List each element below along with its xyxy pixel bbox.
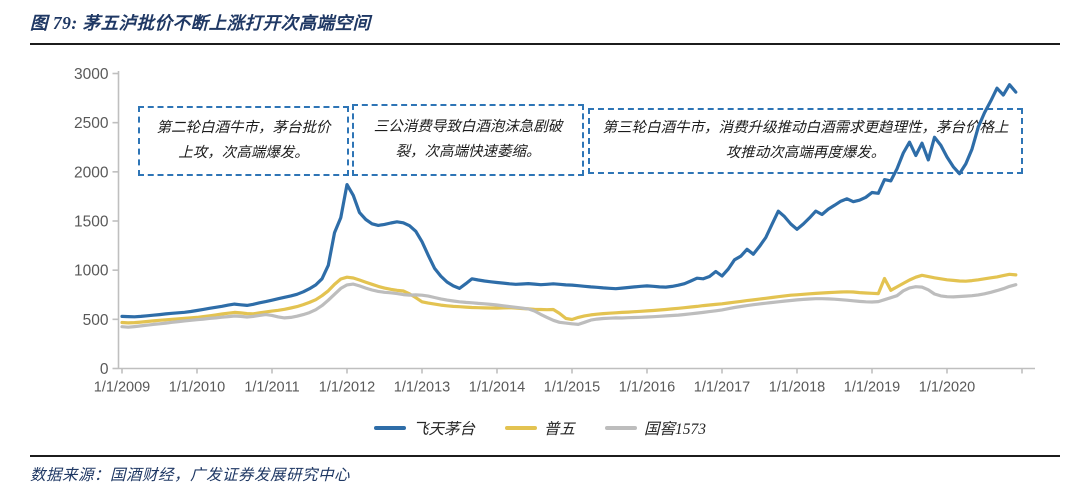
annotation-box-bull-market-2: 第二轮白酒牛市，茅台批价上攻，次高端爆发。	[138, 106, 349, 176]
svg-text:0: 0	[100, 361, 109, 378]
source-divider-rule	[30, 455, 1060, 457]
figure-title: 图 79: 茅五泸批价不断上涨打开次高端空间	[30, 13, 371, 33]
svg-text:1/1/2011: 1/1/2011	[244, 380, 299, 396]
svg-text:1/1/2018: 1/1/2018	[769, 380, 825, 396]
title-divider-rule	[30, 43, 1060, 45]
legend-item-guojiao-1573: 国窖1573	[605, 417, 706, 439]
wuliangye-line-swatch-icon	[504, 425, 537, 431]
svg-text:1/1/2012: 1/1/2012	[319, 380, 375, 396]
legend-label: 飞天茅台	[412, 421, 475, 438]
svg-text:3000: 3000	[74, 66, 109, 83]
svg-text:1/1/2009: 1/1/2009	[94, 380, 150, 396]
legend-label: 国窖1573	[644, 421, 707, 438]
annotation-box-bull-market-3: 第三轮白酒牛市，消费升级推动白酒需求更趋理性，茅台价格上攻推动次高端再度爆发。	[588, 108, 1023, 174]
guojiao-1573-line-swatch-icon	[605, 425, 637, 431]
source-text: 数据来源：国酒财经，广发证券发展研究中心	[30, 467, 351, 484]
svg-text:1/1/2017: 1/1/2017	[694, 380, 750, 396]
svg-text:1/1/2019: 1/1/2019	[844, 380, 900, 396]
svg-text:1/1/2014: 1/1/2014	[469, 380, 525, 396]
legend-item-wuliangye: 普五	[504, 417, 575, 439]
svg-text:1500: 1500	[74, 214, 109, 231]
feitian-moutai-line-swatch-icon	[373, 425, 406, 431]
svg-text:1000: 1000	[74, 263, 109, 280]
svg-text:2000: 2000	[74, 164, 109, 181]
svg-text:1/1/2020: 1/1/2020	[919, 380, 975, 396]
annotation-box-bubble-burst: 三公消费导致白酒泡沫急剧破裂，次高端快速萎缩。	[352, 104, 584, 176]
svg-text:500: 500	[83, 312, 109, 329]
svg-text:1/1/2010: 1/1/2010	[169, 380, 225, 396]
legend-item-feitian-moutai: 飞天茅台	[373, 417, 475, 439]
svg-text:1/1/2013: 1/1/2013	[394, 380, 450, 396]
svg-text:1/1/2015: 1/1/2015	[544, 380, 600, 396]
legend-label: 普五	[543, 421, 575, 438]
annotation-text: 三公消费导致白酒泡沫急剧破裂，次高端快速萎缩。	[373, 118, 563, 160]
annotation-text: 第三轮白酒牛市，消费升级推动白酒需求更趋理性，茅台价格上攻推动次高端再度爆发。	[602, 119, 1009, 161]
svg-text:2500: 2500	[74, 115, 109, 132]
chart-legend: 飞天茅台 普五 国窖1573	[0, 417, 1080, 439]
svg-text:1/1/2016: 1/1/2016	[619, 380, 675, 396]
annotation-text: 第二轮白酒牛市，茅台批价上攻，次高端爆发。	[156, 119, 331, 161]
